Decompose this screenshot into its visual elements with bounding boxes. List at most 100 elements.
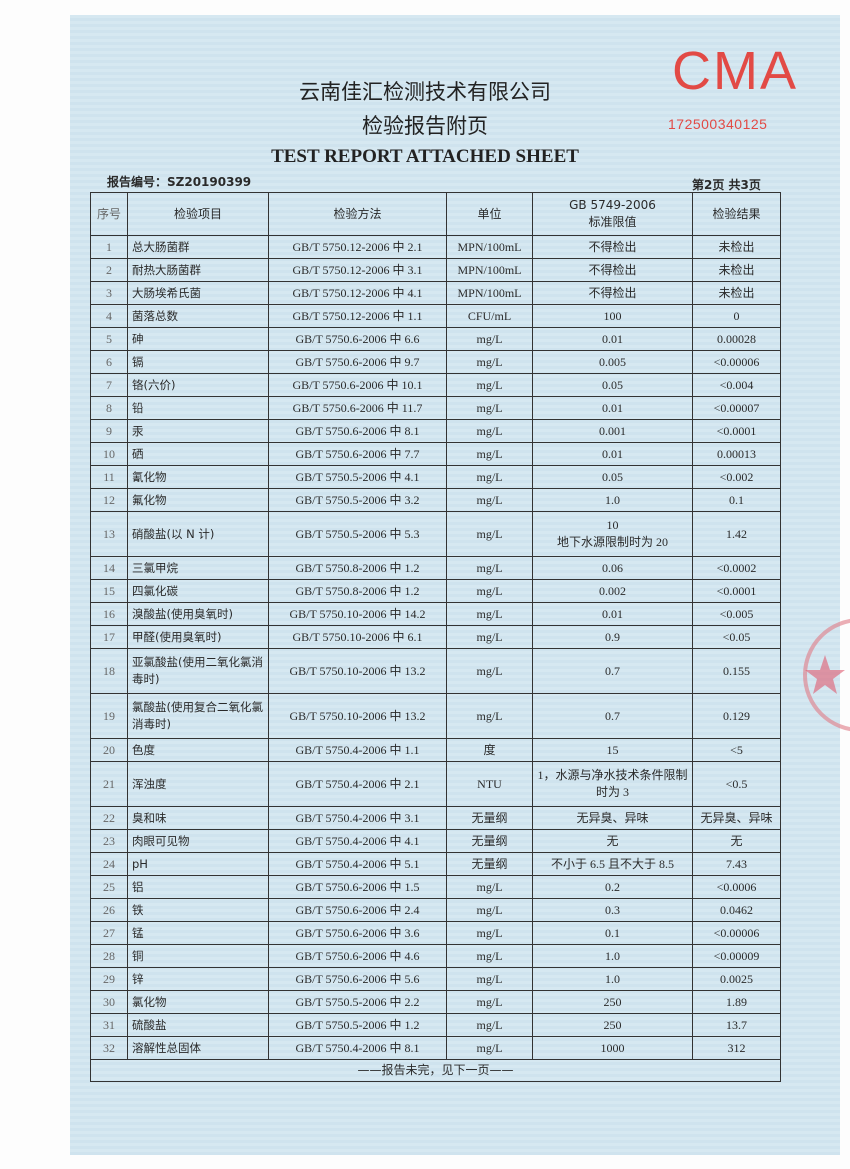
table-row: 9 汞 GB/T 5750.6-2006 中 8.1 mg/L 0.001 <0.0001 bbox=[90, 419, 781, 443]
cell-limit: 250 bbox=[532, 990, 693, 1014]
table-row: 6 镉 GB/T 5750.6-2006 中 9.7 mg/L 0.005 <0.0000… bbox=[90, 350, 781, 374]
cell-item: 菌落总数 bbox=[127, 304, 269, 328]
cell-result: 0.155 bbox=[692, 648, 781, 694]
cell-limit: 不得检出 bbox=[532, 281, 693, 305]
table-row: 31 硫酸盐 GB/T 5750.5-2006 中 1.2 mg/L 250 13.7 bbox=[90, 1013, 781, 1037]
cell-method: GB/T 5750.4-2006 中 8.1 bbox=[268, 1036, 447, 1060]
cma-logo: CMA bbox=[672, 41, 798, 101]
cell-result: <0.0001 bbox=[692, 419, 781, 443]
cell-result: <0.00006 bbox=[692, 921, 781, 945]
cell-seq: 1 bbox=[90, 235, 128, 259]
cell-seq: 2 bbox=[90, 258, 128, 282]
cell-unit: mg/L bbox=[446, 579, 533, 603]
cell-method: GB/T 5750.10-2006 中 6.1 bbox=[268, 625, 447, 649]
cell-result: 未检出 bbox=[692, 258, 781, 282]
test-results-table: 序号 检验项目 检验方法 单位 GB 5749-2006 标准限值 检验结果 1 总大肠菌群… bbox=[90, 192, 781, 1082]
cell-seq: 11 bbox=[90, 465, 128, 489]
cell-limit: 250 bbox=[532, 1013, 693, 1037]
table-row: 16 溴酸盐(使用臭氧时) GB/T 5750.10-2006 中 14.2 mg/L… bbox=[90, 602, 781, 626]
table-row: 21 浑浊度 GB/T 5750.4-2006 中 2.1 NTU 1，水源与净水技术条… bbox=[90, 761, 781, 807]
cell-method: GB/T 5750.5-2006 中 2.2 bbox=[268, 990, 447, 1014]
column-header-limit: GB 5749-2006 标准限值 bbox=[532, 192, 693, 236]
table-row: 22 臭和味 GB/T 5750.4-2006 中 3.1 无量纲 无异臭、异味 无异臭、… bbox=[90, 806, 781, 830]
cell-result: <0.00006 bbox=[692, 350, 781, 374]
table-row: 29 锌 GB/T 5750.6-2006 中 5.6 mg/L 1.0 0.0025 bbox=[90, 967, 781, 991]
cell-seq: 31 bbox=[90, 1013, 128, 1037]
cell-item: pH bbox=[127, 852, 269, 876]
cell-seq: 22 bbox=[90, 806, 128, 830]
table-row: 8 铅 GB/T 5750.6-2006 中 11.7 mg/L 0.01 <0.0000… bbox=[90, 396, 781, 420]
cell-unit: mg/L bbox=[446, 373, 533, 397]
cell-limit: 0.7 bbox=[532, 693, 693, 739]
cell-result: <0.00007 bbox=[692, 396, 781, 420]
cell-method: GB/T 5750.6-2006 中 10.1 bbox=[268, 373, 447, 397]
cell-unit: mg/L bbox=[446, 625, 533, 649]
cell-method: GB/T 5750.5-2006 中 3.2 bbox=[268, 488, 447, 512]
table-row: 24 pH GB/T 5750.4-2006 中 5.1 无量纲 不小于 6.5 且不大… bbox=[90, 852, 781, 876]
table-row: 28 铜 GB/T 5750.6-2006 中 4.6 mg/L 1.0 <0.00009 bbox=[90, 944, 781, 968]
cell-item: 砷 bbox=[127, 327, 269, 351]
table-row: 20 色度 GB/T 5750.4-2006 中 1.1 度 15 <5 bbox=[90, 738, 781, 762]
cell-item: 臭和味 bbox=[127, 806, 269, 830]
cell-seq: 30 bbox=[90, 990, 128, 1014]
table-row: 17 甲醛(使用臭氧时) GB/T 5750.10-2006 中 6.1 mg/L 0.… bbox=[90, 625, 781, 649]
cell-item: 肉眼可见物 bbox=[127, 829, 269, 853]
cell-seq: 10 bbox=[90, 442, 128, 466]
table-row: 30 氯化物 GB/T 5750.5-2006 中 2.2 mg/L 250 1.89 bbox=[90, 990, 781, 1014]
table-header-row: 序号 检验项目 检验方法 单位 GB 5749-2006 标准限值 检验结果 bbox=[90, 192, 781, 236]
table-row: 4 菌落总数 GB/T 5750.12-2006 中 1.1 CFU/mL 100 0 bbox=[90, 304, 781, 328]
table-row: 25 铝 GB/T 5750.6-2006 中 1.5 mg/L 0.2 <0.0006 bbox=[90, 875, 781, 899]
cell-limit: 不得检出 bbox=[532, 235, 693, 259]
cell-item: 耐热大肠菌群 bbox=[127, 258, 269, 282]
cell-seq: 21 bbox=[90, 761, 128, 807]
cell-seq: 23 bbox=[90, 829, 128, 853]
cell-limit: 0.7 bbox=[532, 648, 693, 694]
cell-method: GB/T 5750.6-2006 中 8.1 bbox=[268, 419, 447, 443]
table-row: 19 氯酸盐(使用复合二氧化氯消毒时) GB/T 5750.10-2006 中 13… bbox=[90, 693, 781, 739]
cell-item: 镉 bbox=[127, 350, 269, 374]
cell-item: 氟化物 bbox=[127, 488, 269, 512]
cell-seq: 19 bbox=[90, 693, 128, 739]
cell-seq: 5 bbox=[90, 327, 128, 351]
cell-limit: 无 bbox=[532, 829, 693, 853]
cell-unit: 无量纲 bbox=[446, 852, 533, 876]
cell-item: 浑浊度 bbox=[127, 761, 269, 807]
cell-method: GB/T 5750.5-2006 中 4.1 bbox=[268, 465, 447, 489]
cell-limit: 0.05 bbox=[532, 465, 693, 489]
cell-item: 铝 bbox=[127, 875, 269, 899]
table-row: 2 耐热大肠菌群 GB/T 5750.12-2006 中 3.1 MPN/100mL 不… bbox=[90, 258, 781, 282]
table-row: 12 氟化物 GB/T 5750.5-2006 中 3.2 mg/L 1.0 0.1 bbox=[90, 488, 781, 512]
cell-result: 0.0462 bbox=[692, 898, 781, 922]
cell-seq: 3 bbox=[90, 281, 128, 305]
table-row: 5 砷 GB/T 5750.6-2006 中 6.6 mg/L 0.01 0.00028 bbox=[90, 327, 781, 351]
report-continued-note: ——报告未完，见下一页—— bbox=[90, 1059, 781, 1082]
cell-seq: 27 bbox=[90, 921, 128, 945]
cell-method: GB/T 5750.12-2006 中 2.1 bbox=[268, 235, 447, 259]
cell-unit: mg/L bbox=[446, 327, 533, 351]
cell-limit: 0.2 bbox=[532, 875, 693, 899]
cell-unit: mg/L bbox=[446, 442, 533, 466]
cell-item: 铅 bbox=[127, 396, 269, 420]
cell-item: 大肠埃希氏菌 bbox=[127, 281, 269, 305]
cell-seq: 16 bbox=[90, 602, 128, 626]
cell-result: 1.42 bbox=[692, 511, 781, 557]
cell-method: GB/T 5750.6-2006 中 6.6 bbox=[268, 327, 447, 351]
cell-item: 溶解性总固体 bbox=[127, 1036, 269, 1060]
cell-seq: 4 bbox=[90, 304, 128, 328]
cell-seq: 25 bbox=[90, 875, 128, 899]
cell-unit: 度 bbox=[446, 738, 533, 762]
cell-limit: 0.01 bbox=[532, 602, 693, 626]
cell-limit: 1.0 bbox=[532, 944, 693, 968]
cell-result: 0.129 bbox=[692, 693, 781, 739]
cell-unit: 无量纲 bbox=[446, 806, 533, 830]
cell-method: GB/T 5750.10-2006 中 13.2 bbox=[268, 648, 447, 694]
cell-method: GB/T 5750.4-2006 中 4.1 bbox=[268, 829, 447, 853]
cell-method: GB/T 5750.8-2006 中 1.2 bbox=[268, 556, 447, 580]
company-seal-stamp bbox=[803, 618, 850, 732]
cell-unit: CFU/mL bbox=[446, 304, 533, 328]
cell-unit: mg/L bbox=[446, 898, 533, 922]
cell-item: 四氯化碳 bbox=[127, 579, 269, 603]
cell-limit: 1.0 bbox=[532, 967, 693, 991]
cell-method: GB/T 5750.6-2006 中 9.7 bbox=[268, 350, 447, 374]
cell-seq: 26 bbox=[90, 898, 128, 922]
